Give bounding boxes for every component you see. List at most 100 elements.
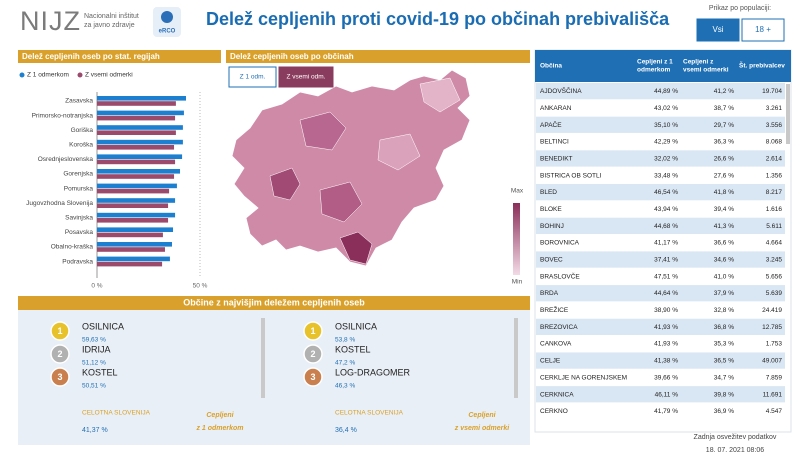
filter-button[interactable] <box>696 18 740 42</box>
cell: 35,3 % <box>714 341 734 348</box>
municipality[interactable] <box>419 77 461 113</box>
cell: 32,8 % <box>714 307 734 314</box>
table-row[interactable] <box>536 99 785 117</box>
logo-text: za javno zdravje <box>84 22 135 29</box>
medal <box>303 344 323 364</box>
cell: BENEDIKT <box>540 155 573 162</box>
municipality[interactable] <box>319 181 363 223</box>
medal <box>50 367 70 387</box>
table-row[interactable] <box>536 251 785 268</box>
table-row[interactable] <box>536 83 785 100</box>
bar <box>97 261 163 267</box>
bar <box>97 110 184 116</box>
badge: eRCO <box>159 29 176 35</box>
y-tick-label: Podravska <box>62 258 93 265</box>
table-row[interactable] <box>536 150 785 167</box>
caption: Cepljeni <box>468 412 496 419</box>
municipality-name: OSILNICA <box>82 321 124 331</box>
legend-marker <box>19 72 25 78</box>
column-header: Občina <box>540 63 562 70</box>
cell: AJDOVŠČINA <box>540 86 582 95</box>
medal-rank: 2 <box>57 349 62 359</box>
y-tick-label: Obalno-kraška <box>51 244 94 251</box>
country-shape[interactable] <box>231 69 471 267</box>
table-row[interactable] <box>536 318 785 335</box>
cell: CERKLJE NA GORENJSKEM <box>540 374 627 381</box>
municipality[interactable] <box>377 133 421 171</box>
bar <box>97 169 181 174</box>
table-row[interactable] <box>536 184 785 201</box>
table-row[interactable] <box>536 268 785 285</box>
y-tick-label: Posavska <box>65 229 94 236</box>
municipality-value: 50,51 % <box>82 383 106 390</box>
cell: BOHINJ <box>540 223 564 230</box>
table-row[interactable] <box>536 301 785 319</box>
table-row[interactable] <box>536 133 785 150</box>
column-header: Št. prebivalcev <box>739 61 785 70</box>
caption: z vsemi odmerki <box>454 425 511 432</box>
scrollbar[interactable] <box>786 84 790 144</box>
table-row[interactable] <box>536 116 785 133</box>
cell: CANKOVA <box>540 341 572 348</box>
cell: BOVEC <box>540 257 563 264</box>
filter-button-label: Vsi <box>712 25 723 34</box>
total-label: CELOTNA SLOVENIJA <box>335 410 404 417</box>
cell: 34,7 % <box>714 374 734 381</box>
cell: 44,89 % <box>654 88 678 95</box>
table-row[interactable] <box>536 352 785 369</box>
top-panel <box>18 310 530 445</box>
map-toggle[interactable] <box>228 66 277 88</box>
map-toggle-label: Z 1 odm. <box>240 74 266 81</box>
table-row[interactable] <box>536 167 785 184</box>
footer-label: Zadnja osvežitev podatkov <box>694 434 777 441</box>
cell: BREZOVICA <box>540 324 578 331</box>
map-toggle-label: Z vsemi odm. <box>286 74 325 81</box>
cell: 36,9 % <box>714 408 734 415</box>
medal-rank: 1 <box>57 326 62 336</box>
scrollbar[interactable] <box>261 318 265 398</box>
table-row[interactable] <box>536 402 785 420</box>
table-row[interactable] <box>536 200 785 218</box>
municipality[interactable] <box>339 231 373 265</box>
cell: 41,93 % <box>654 324 678 331</box>
scrollbar[interactable] <box>514 318 518 398</box>
municipality-value: 59,63 % <box>82 337 106 344</box>
footer-date: 18. 07. 2021 08:06 <box>706 447 764 454</box>
map-toggle[interactable] <box>278 66 334 88</box>
cell: BLED <box>540 189 557 196</box>
legend-label: Z 1 odmerkom <box>27 72 69 79</box>
cell: 49.007 <box>762 358 782 365</box>
table-row[interactable] <box>536 335 785 352</box>
table-row[interactable] <box>536 217 785 234</box>
medal <box>50 321 70 341</box>
bar <box>97 101 176 106</box>
legend-marker <box>77 72 83 78</box>
cell: 36,8 % <box>714 324 734 331</box>
bar <box>97 159 176 165</box>
cell: APAČE <box>540 120 562 129</box>
municipality[interactable] <box>299 111 347 151</box>
cell: 24.419 <box>762 307 782 314</box>
cell: 33,48 % <box>654 172 678 179</box>
top-title: Občine z najvišjim deležem cepljenih ose… <box>183 297 365 307</box>
table-row[interactable] <box>536 369 785 386</box>
table-row[interactable] <box>536 386 785 403</box>
table-row[interactable] <box>536 285 785 302</box>
bar <box>97 212 176 218</box>
cell: 43,94 % <box>654 206 678 213</box>
column-header: Cepljeni z <box>683 59 714 66</box>
filter-button[interactable] <box>741 18 785 42</box>
bar <box>97 115 176 121</box>
bar <box>97 218 169 223</box>
bar <box>97 139 183 145</box>
cell: 29,7 % <box>714 122 734 129</box>
logo-text: Nacionalni inštitut <box>84 13 139 20</box>
total-value: 41,37 % <box>82 427 108 434</box>
medal <box>50 344 70 364</box>
column-header: Cepljeni z 1 <box>637 59 673 66</box>
bar <box>97 130 176 135</box>
bar <box>97 183 177 189</box>
column-header: odmerkom <box>637 67 670 74</box>
municipality[interactable] <box>269 167 301 201</box>
table-row[interactable] <box>536 234 785 251</box>
